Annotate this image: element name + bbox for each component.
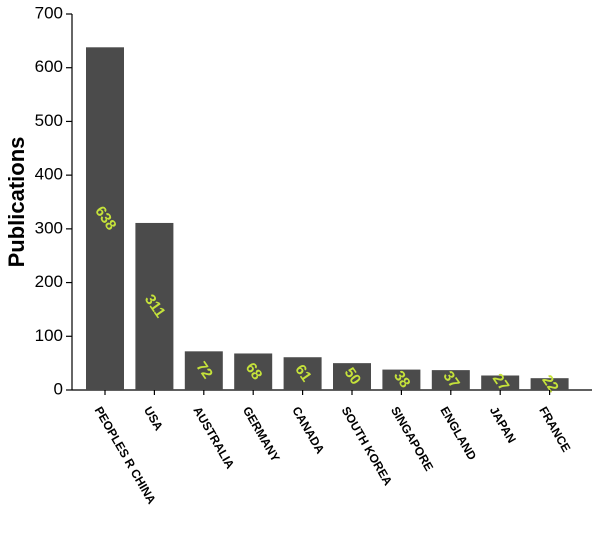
bar [481, 375, 520, 390]
y-tick-label: 100 [35, 326, 63, 345]
x-tick-label: AUSTRALIA [190, 404, 237, 471]
value-label: 27 [489, 371, 512, 394]
bar [234, 353, 273, 390]
y-tick-label: 600 [35, 57, 63, 76]
y-axis-label: Publications [4, 137, 29, 268]
value-label: 38 [390, 368, 413, 391]
bar [86, 47, 124, 390]
value-label: 37 [439, 368, 462, 391]
value-label: 72 [192, 359, 215, 382]
y-tick-label: 300 [35, 218, 63, 237]
bar [283, 357, 322, 390]
bar [382, 369, 421, 390]
bar [333, 363, 371, 390]
x-tick-label: JAPAN [487, 404, 519, 445]
value-label: 22 [538, 372, 561, 395]
bar [530, 378, 569, 390]
value-label: 68 [242, 360, 265, 383]
x-tick-label: SOUTH KOREA [339, 404, 396, 488]
y-tick-label: 200 [35, 272, 63, 291]
value-label: 50 [341, 365, 364, 388]
y-tick-label: 700 [35, 3, 63, 22]
x-tick-label: SINGAPORE [388, 404, 436, 473]
y-tick-label: 500 [35, 111, 63, 130]
bar [184, 351, 223, 390]
x-tick-label: ENGLAND [437, 404, 479, 463]
bar [135, 222, 174, 390]
x-tick-label: FRANCE [536, 404, 573, 454]
value-label: 61 [291, 362, 314, 385]
y-tick-label: 0 [54, 379, 63, 398]
x-tick-label: GERMANY [240, 404, 283, 464]
bar [431, 370, 470, 390]
y-tick-label: 400 [35, 165, 63, 184]
x-tick-label: CANADA [289, 404, 327, 456]
x-tick-label: USA [141, 404, 166, 433]
